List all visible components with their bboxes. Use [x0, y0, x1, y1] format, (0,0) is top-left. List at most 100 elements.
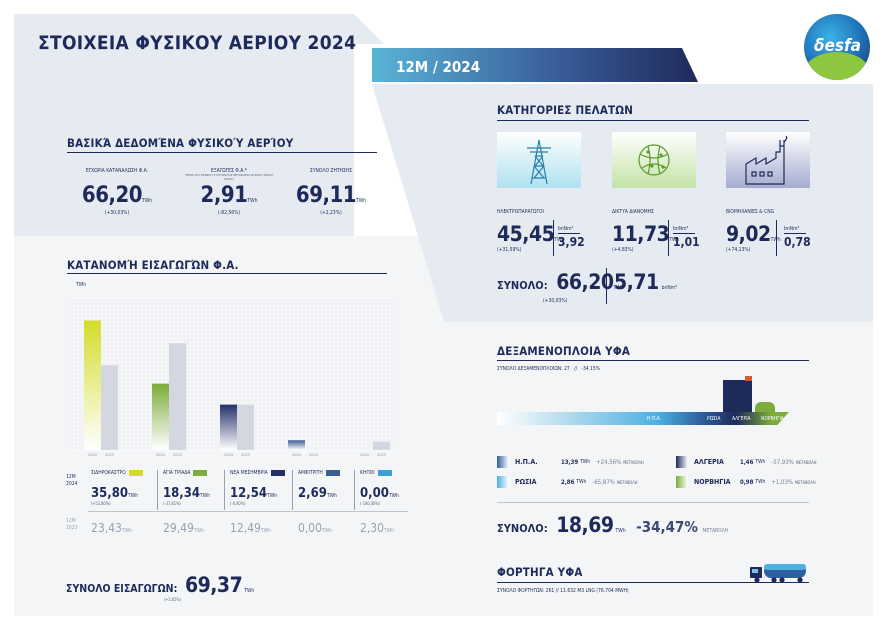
import-point-2023-block: 29,49TWh — [163, 517, 204, 536]
lng-country-unit: TWh — [755, 479, 766, 485]
lng-country-change: -65,87% — [592, 478, 615, 486]
header-panel-extension — [14, 14, 384, 44]
imports-total-value: 69,37 — [184, 573, 243, 597]
customer-divider — [668, 220, 669, 256]
customer-value: 45,45 — [497, 222, 555, 246]
customer-change: (+4,83%) — [612, 247, 634, 253]
lng-total-change: -34,47% — [636, 518, 698, 536]
import-point-label: ΚΗΠΟΙ — [360, 470, 375, 476]
import-point-swatch — [270, 470, 285, 476]
lng-country-suffix: ΜΕΤΑΒΟΛΗ — [623, 459, 644, 465]
import-point-2024: 12,54 — [230, 486, 267, 501]
customer-label: ΔΙΚΤΥΑ ΔΙΑΝΟΜΗΣ — [612, 209, 654, 215]
basic-item-consumption: ΕΓΧΩΡΙΑ ΚΑΤΑΝΑΛΩΣΗ Φ.Α. 66,20TWh (+30,03… — [72, 168, 162, 216]
chart-bar-year-label: 2023 — [309, 453, 318, 457]
chart-bar-year-label: 2023 — [105, 453, 114, 457]
lng-country-value: 0,98 — [740, 478, 754, 486]
basic-item-value: 66,20 — [81, 183, 143, 208]
chart-bar-2024 — [152, 383, 169, 450]
customer-bnm-value: 1,01 — [673, 235, 700, 249]
customer-bnm-value: 0,78 — [784, 235, 811, 249]
customers-total-label: ΣΥΝΟΛΟ: — [497, 279, 548, 292]
lng-country-row: ΑΛΓΕΡΙΑ 1,46 TWh -57,93% ΜΕΤΑΒΟΛΗ — [676, 456, 816, 468]
lng-country-value: 2,86 — [561, 478, 575, 486]
imports-total-change: (+2,65%) — [164, 597, 182, 602]
desfa-logo[interactable]: δesfa — [804, 14, 870, 80]
customers-rule — [497, 120, 809, 121]
ship-label-norway: ΝΟΡΒΗΓΙΑ — [761, 416, 784, 422]
import-point: ΝΕΑ ΜΕΣΗΜΒΡΙΑ 12,54TWh (-0,40%) — [230, 470, 292, 506]
import-point-unit: TWh — [260, 528, 271, 534]
lng-country-value: 13,39 — [561, 458, 579, 466]
customer-bnm-label: bnNm³ — [558, 226, 574, 232]
basic-item-change: (+2,23%) — [320, 210, 342, 216]
period-label: 12M / 2024 — [396, 58, 481, 76]
customers-total-change: (+30,03%) — [543, 298, 568, 304]
imports-detail-rule — [88, 511, 408, 512]
ship-label-russia: ΡΩΣΙΑ — [707, 416, 721, 422]
chart-bar-year-label: 2023 — [241, 453, 250, 457]
import-point-unit: TWh — [200, 493, 211, 499]
customer-icon-box — [726, 132, 810, 188]
lng-ships-title: ΔΕΞΑΜΕΝΟΠΛΟΙΑ ΥΦΑ — [497, 344, 631, 358]
ship-graphic: Η.Π.Α. ΡΩΣΙΑ ΑΛΓΕΡΙΑ ΝΟΡΒΗΓΙΑ — [497, 376, 809, 428]
basic-item-note: *ΜΕΣΩ ΤΟΥ ΕΘΝΙΚΟΥ ΣΥΣΤΗΜΑΤΟΣ ΜΕΤΑΦΟΡΑΣ Φ… — [184, 173, 274, 181]
ship-label-usa: Η.Π.Α. — [647, 416, 662, 422]
customer-divider — [553, 220, 554, 256]
import-point: ΚΗΠΟΙ 0,00TWh (-100,00%) — [360, 470, 422, 506]
period-banner — [372, 48, 698, 82]
lng-country-swatch — [676, 456, 688, 468]
imports-rule — [67, 273, 387, 274]
customer-unit: TWh — [771, 237, 781, 243]
chart-bar-year-label: 2023 — [377, 453, 386, 457]
lng-country-row: Η.Π.Α. 13,39 TWh +24,56% ΜΕΤΑΒΟΛΗ — [497, 456, 644, 468]
chart-bar-year-label: 2023 — [173, 453, 182, 457]
customer-item: ΒΙΟΜΗΧΑΝΙΕΣ & CNG — [726, 209, 816, 215]
import-point-divider — [292, 470, 293, 510]
imports-y-unit: TWh — [76, 282, 87, 288]
import-point-unit: TWh — [384, 528, 395, 534]
customer-label: ΒΙΟΜΗΧΑΝΙΕΣ & CNG — [726, 209, 775, 215]
lng-country-change: +24,56% — [596, 458, 622, 466]
chart-bar-2024 — [84, 320, 101, 450]
customer-divider — [776, 220, 777, 256]
lng-ships-subtitle: ΣΥΝΟΛΟ ΔΕΞΑΜΕΝΟΠΛΟΙΩΝ: 27 // -34.15% — [497, 366, 601, 372]
import-point-label: ΑΜΦΙΤΡΙΤΗ — [298, 470, 323, 476]
lng-country-name: Η.Π.Α. — [515, 458, 538, 466]
customer-bnm-rule — [784, 233, 806, 234]
import-point-unit: TWh — [193, 528, 204, 534]
chart-bar-year-label: 2024 — [360, 453, 370, 457]
transmission-tower-icon — [527, 139, 551, 185]
lng-country-unit: TWh — [580, 459, 591, 465]
basic-data-title: ΒΑΣΙΚΆ ΔΕΔΟΜΈΝΑ ΦΥΣΙΚΟΎ ΑΕΡΊΟΥ — [67, 136, 294, 150]
header-panel — [14, 14, 354, 236]
customer-bnm-rule — [558, 233, 580, 234]
customer-unit: TWh — [669, 237, 680, 243]
lng-total-value: 18,69 — [556, 513, 614, 537]
ship-label-algeria: ΑΛΓΕΡΙΑ — [732, 416, 751, 422]
lng-ships-rule — [497, 360, 809, 361]
import-point-unit: TWh — [326, 493, 337, 499]
truck-icon — [750, 564, 806, 583]
import-point-2023: 0,00 — [298, 521, 323, 535]
basic-item-value: 69,11 — [295, 183, 357, 208]
customer-item: ΗΛΕΚΤΡΟΠΑΡΑΓΩΓΟΙ — [497, 209, 587, 215]
customers-title: ΚΑΤΗΓΟΡΙΕΣ ΠΕΛΑΤΩΝ — [497, 103, 634, 117]
import-point-change: (-37,81%) — [163, 501, 181, 506]
import-point-2023-block: 23,43TWh — [91, 517, 132, 536]
lng-country-row: ΝΟΡΒΗΓΙΑ 0,98 TWh +1,03% ΜΕΤΑΒΟΛΗ — [676, 476, 816, 488]
basic-item-unit: TWh — [356, 198, 367, 204]
imports-chart: 2024 2023 2024 2023 2024 2023 2024 2023 2024 2023 — [70, 297, 396, 457]
import-point-divider — [157, 470, 158, 510]
customer-bnm-block: bnNm³ 1,01 — [673, 226, 700, 249]
chart-bar-year-label: 2024 — [292, 453, 302, 457]
lng-country-suffix: ΜΕΤΑΒΟΛΗ — [795, 459, 817, 465]
import-point-2024: 0,00 — [360, 486, 389, 501]
import-point-divider — [354, 470, 355, 510]
customer-value-block: 11,73TWh (+4,83%) — [612, 222, 679, 253]
import-point-change: (-100,00%) — [360, 501, 381, 506]
import-point: ΣΙΔΗΡΟΚΑΣΤΡΟ 35,80TWh (+52,80%) — [91, 470, 153, 506]
import-point-2023-block: 0,00TWh — [298, 517, 332, 536]
lng-trucks-rule — [497, 582, 809, 583]
chart-bar-year-label: 2024 — [224, 453, 234, 457]
